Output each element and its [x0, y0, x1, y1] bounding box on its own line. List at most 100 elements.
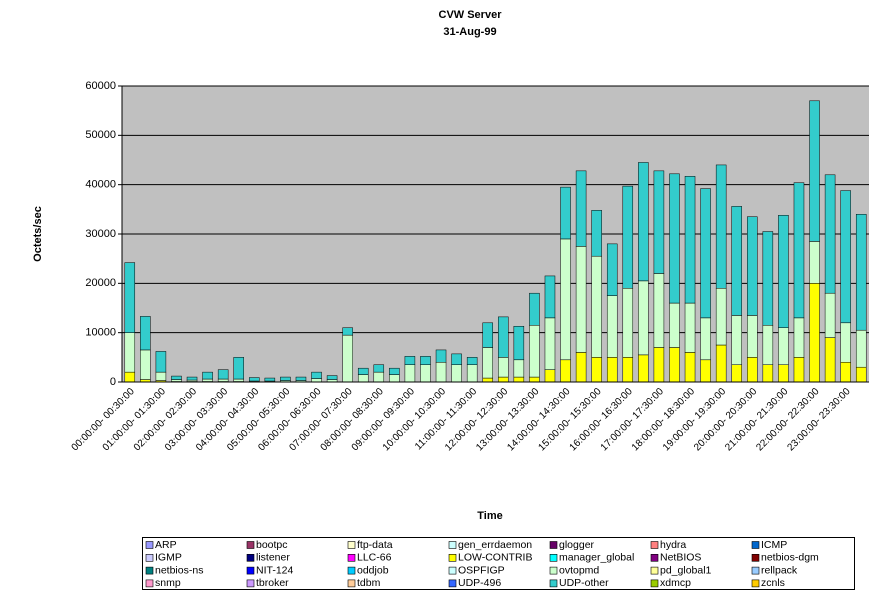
bar-segment [544, 275, 556, 319]
legend-label: NIT-124 [256, 564, 294, 576]
bar-segment [482, 322, 493, 348]
bar-segment [357, 374, 369, 383]
bar-segment [778, 215, 789, 328]
bar-segment [404, 364, 416, 383]
bar-segment [498, 357, 509, 378]
legend-label: manager_global [559, 552, 634, 564]
bar-segment [793, 182, 805, 319]
bar-segment [747, 315, 758, 358]
bar-segment [513, 376, 525, 383]
bar-segment [420, 364, 431, 383]
bar-segment [669, 347, 680, 383]
bar-segment [606, 243, 618, 296]
bar-segment [731, 364, 742, 383]
bar-segment [809, 283, 820, 383]
legend-swatch [650, 579, 659, 588]
bar-segment [747, 216, 758, 316]
legend-swatch [448, 566, 457, 575]
legend-label: zcnls [761, 577, 785, 589]
legend-swatch [347, 579, 356, 588]
legend-label: ovtopmd [559, 564, 599, 576]
bar-segment [762, 364, 774, 383]
bar-segment [638, 354, 649, 383]
bar-segment [840, 322, 851, 363]
legend-swatch [448, 579, 457, 588]
bar-segment [575, 170, 587, 247]
bar-segment [311, 371, 322, 379]
legend-label: OSPFIGP [458, 564, 505, 576]
bar-segment [124, 332, 136, 373]
bar-segment [513, 359, 525, 378]
legend-swatch [145, 579, 154, 588]
legend-swatch [650, 566, 659, 575]
bar-segment [529, 376, 540, 383]
bar-segment [373, 364, 385, 373]
legend-swatch [549, 566, 558, 575]
bar-segment [778, 364, 789, 383]
bar-segment [217, 378, 229, 382]
legend-label: UDP-496 [458, 577, 501, 589]
bar-segment [855, 329, 867, 368]
bar-segment [778, 327, 789, 365]
bar-segment [809, 100, 820, 242]
y-tick-label: 30000 [85, 228, 116, 240]
bar-segment [855, 214, 867, 331]
legend-swatch [246, 553, 255, 562]
legend-swatch [751, 566, 760, 575]
legend-swatch [751, 553, 760, 562]
bar-segment [622, 185, 634, 289]
legend-label: UDP-other [559, 577, 609, 589]
legend-label: hydra [660, 539, 686, 551]
bar-segment [747, 357, 758, 383]
bar-segment [700, 317, 711, 361]
bar-segment [824, 174, 836, 294]
legend-swatch [145, 553, 154, 562]
bar-segment [544, 317, 556, 370]
bar-segment [560, 238, 571, 361]
bar-segment [669, 173, 680, 304]
bar-segment [793, 317, 805, 358]
legend-label: oddjob [357, 564, 389, 576]
bar-segment [233, 378, 244, 382]
bar-segment [606, 295, 618, 358]
bar-segment [264, 377, 276, 382]
bar-segment [124, 262, 136, 333]
bar-segment [591, 357, 602, 383]
bar-segment [124, 371, 136, 383]
legend-label: rellpack [761, 564, 798, 576]
bar-segment [622, 357, 634, 383]
bar-segment [451, 364, 462, 383]
legend-swatch [347, 553, 356, 562]
bar-segment [171, 379, 182, 382]
legend-swatch [145, 566, 154, 575]
legend-swatch [751, 541, 760, 549]
legend-swatch [246, 541, 255, 549]
bar-segment [715, 288, 727, 346]
bar-segment [762, 325, 774, 365]
legend-box [142, 537, 855, 590]
bar-segment [342, 334, 353, 383]
bar-segment [793, 357, 805, 383]
bar-segment [840, 190, 851, 324]
legend-swatch [650, 541, 659, 549]
bar-segment [435, 349, 447, 363]
bar-segment [653, 347, 665, 383]
bar-segment [217, 369, 229, 380]
bar-segment [482, 377, 493, 383]
bar-segment [482, 347, 493, 379]
bar-segment [498, 376, 509, 383]
bar-segment [140, 316, 151, 351]
legend-label: LOW-CONTRIB [458, 552, 532, 564]
legend-label: pd_global1 [660, 564, 712, 576]
bar-segment [715, 344, 727, 383]
bar-segment [466, 364, 478, 383]
y-tick-label: 40000 [85, 179, 116, 191]
bar-segment [451, 353, 462, 365]
bar-segment [420, 356, 431, 365]
legend-label: bootpc [256, 539, 288, 551]
bar-segment [186, 376, 198, 381]
y-tick-label: 60000 [85, 80, 116, 92]
legend-label: tbroker [256, 577, 289, 589]
legend-label: IGMP [155, 552, 182, 564]
